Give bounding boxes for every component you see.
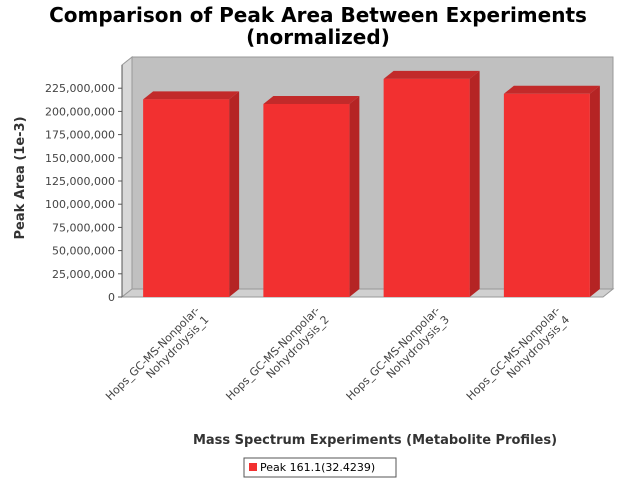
x-category-label-line: Hops_GC-MS-Nonpolar- <box>223 304 322 403</box>
x-axis: Hops_GC-MS-Nonpolar-Nohydrolysis_1 Hops_G… <box>103 304 572 412</box>
y-axis-label: Peak Area (1e-3) <box>13 116 28 239</box>
y-tick-label: 100,000,000 <box>45 198 115 211</box>
y-tick-label: 150,000,000 <box>45 152 115 165</box>
chart-title-line1: Comparison of Peak Area Between Experime… <box>49 3 587 27</box>
bar-front <box>143 99 230 297</box>
x-category-label-line: Hops_GC-MS-Nonpolar- <box>103 304 202 403</box>
y-tick-label: 50,000,000 <box>52 245 115 258</box>
bar-top <box>503 85 600 94</box>
bar-side <box>469 70 480 297</box>
x-category-label: Hops_GC-MS-Nonpolar-Nohydrolysis_3 <box>344 304 452 412</box>
x-category-label: Hops_GC-MS-Nonpolar-Nohydrolysis_2 <box>223 304 331 412</box>
bar-top <box>263 95 360 104</box>
legend-entry: Peak 161.1(32.4239) <box>260 461 375 474</box>
bar-side <box>589 85 600 297</box>
y-tick-label: 75,000,000 <box>52 221 115 234</box>
bar-top <box>143 91 240 100</box>
bar <box>143 91 240 297</box>
legend-box <box>243 457 397 478</box>
bar <box>503 85 600 297</box>
bar-front <box>503 93 590 297</box>
bar <box>263 95 360 297</box>
y-tick-label: 200,000,000 <box>45 105 115 118</box>
bar <box>383 70 480 297</box>
bar-top <box>383 70 480 79</box>
x-category-label-line: Hops_GC-MS-Nonpolar- <box>344 304 443 403</box>
legend: Peak 161.1(32.4239) <box>243 457 397 478</box>
y-tick-label: 0 <box>108 291 115 304</box>
y-tick-label: 175,000,000 <box>45 129 115 142</box>
bar-side <box>349 95 360 297</box>
bar-front <box>263 103 350 297</box>
x-category-label: Hops_GC-MS-Nonpolar-Nohydrolysis_1 <box>103 304 211 412</box>
y-tick-label: 125,000,000 <box>45 175 115 188</box>
plot-left-wall <box>121 55 133 299</box>
y-tick-label: 25,000,000 <box>52 268 115 281</box>
y-tick-label: 225,000,000 <box>45 82 115 95</box>
x-category-label-line: Hops_GC-MS-Nonpolar- <box>464 304 563 403</box>
bar-front <box>383 78 470 297</box>
bars <box>143 70 600 297</box>
x-axis-label: Mass Spectrum Experiments (Metabolite Pr… <box>193 433 557 448</box>
y-axis: 0 25,000,000 50,000,000 75,000,000 100,000,0… <box>45 65 123 304</box>
bar-side <box>229 91 240 297</box>
legend-swatch <box>249 463 257 471</box>
chart-title-line2: (normalized) <box>246 25 390 49</box>
x-category-label: Hops_GC-MS-Nonpolar-Nohydrolysis_4 <box>464 304 572 412</box>
